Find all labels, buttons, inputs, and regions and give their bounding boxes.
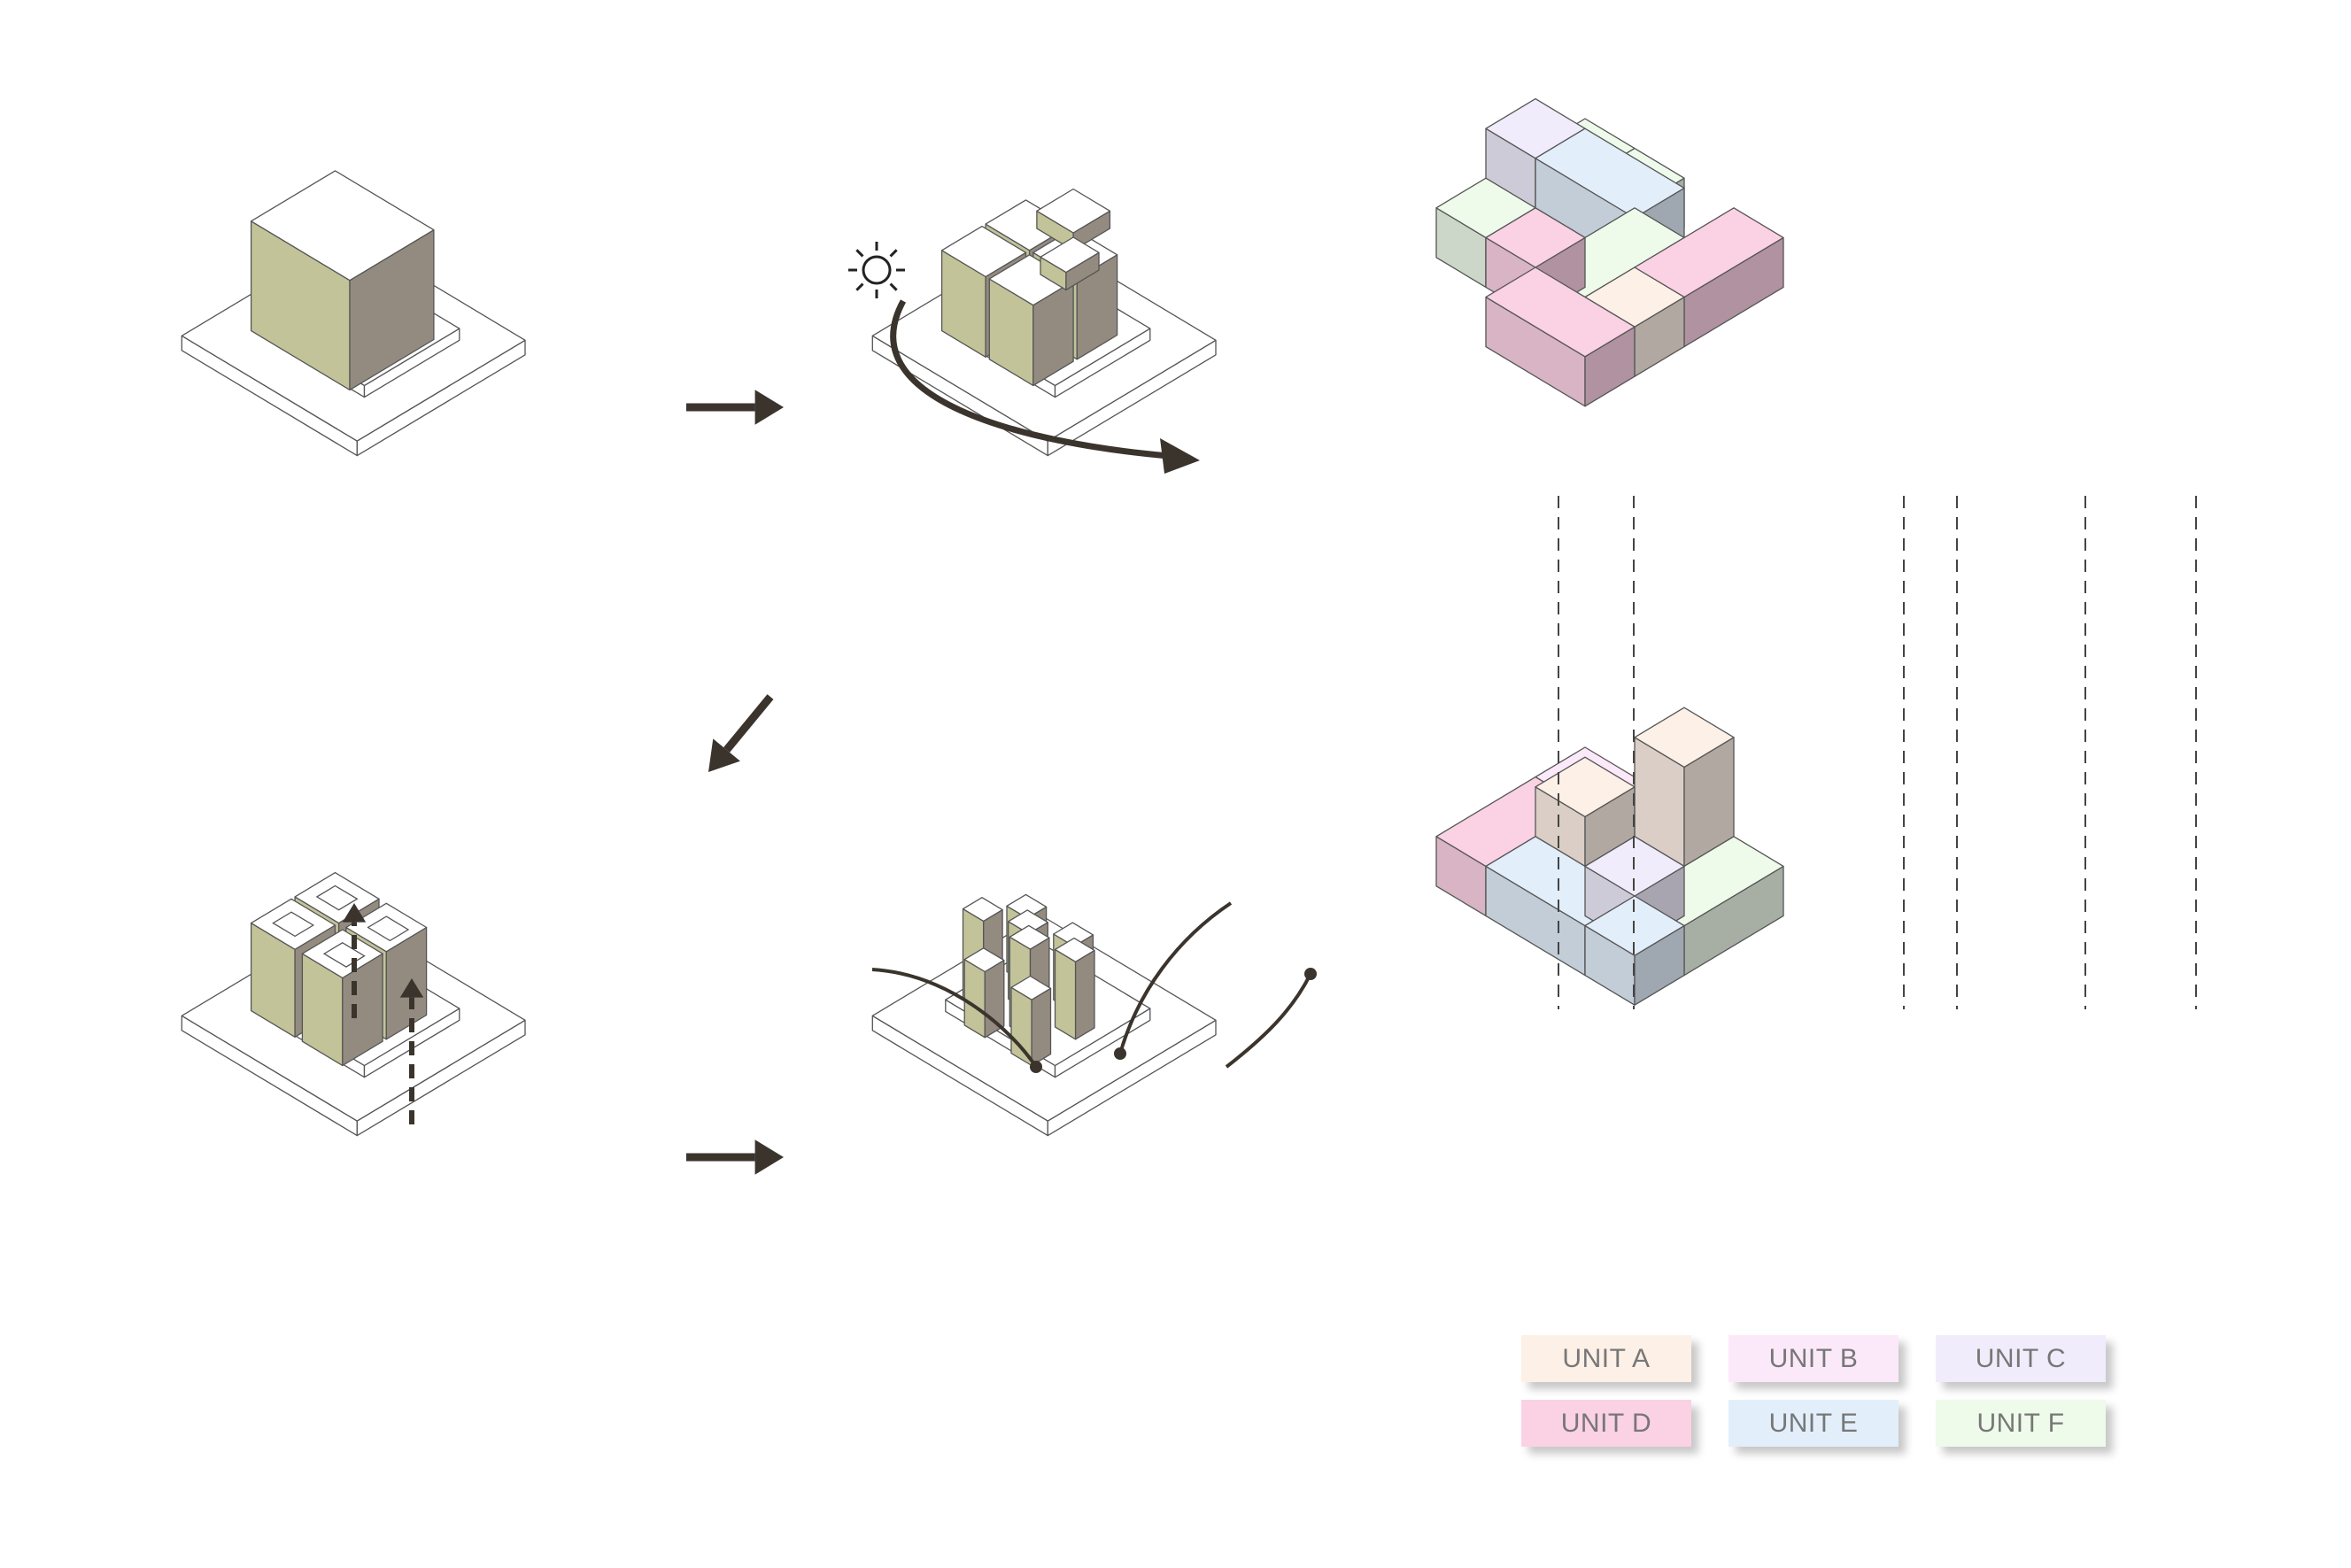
legend-unit-c: UNIT C xyxy=(1936,1335,2106,1382)
sun-path xyxy=(890,299,1170,460)
dashed-up-arrow-icon-head xyxy=(342,903,367,923)
light-well-3 xyxy=(272,911,315,938)
sun-ray xyxy=(889,282,898,291)
mass-block-6-top-face xyxy=(1009,924,1050,950)
arrow-down-left-icon-shaft xyxy=(723,694,774,753)
dashed-up-arrow-icon xyxy=(399,978,424,1124)
mass-block-5-left-face xyxy=(963,959,986,1039)
lower-unit-4-top-face xyxy=(1535,756,1636,818)
sun-ray xyxy=(855,282,864,291)
legend-unit-d: UNIT D xyxy=(1521,1400,1691,1447)
lower-level-units xyxy=(1435,707,1784,1006)
mass-block-7-top-face xyxy=(1054,937,1095,962)
mass-block-8 xyxy=(1010,975,1052,1067)
sun-ray xyxy=(889,249,898,258)
mass-block-1 xyxy=(250,170,435,391)
sun-icon xyxy=(848,242,905,298)
curved-arrow-icon xyxy=(871,968,1042,1073)
legend-unit-f: UNIT F xyxy=(1936,1400,2106,1447)
circulation-path-2 xyxy=(1118,901,1233,1054)
mass-block-2-top-face xyxy=(962,897,1003,923)
mass-block-8-right-face xyxy=(1031,987,1052,1067)
arrow-right-icon-head xyxy=(754,390,784,425)
arrow-down-left-icon xyxy=(708,694,774,772)
circulation-head-3 xyxy=(1304,968,1317,980)
mass-block-7 xyxy=(1054,937,1095,1040)
mass-block-6-top-face xyxy=(1040,236,1100,274)
sun-disc xyxy=(862,255,892,285)
lower-unit-3 xyxy=(1634,707,1735,868)
dashed-up-arrow-icon xyxy=(342,903,367,1018)
unit-legend: UNIT A UNIT B UNIT C UNIT D UNIT E UNIT … xyxy=(1521,1335,2141,1468)
mass-block-7-right-face xyxy=(1074,949,1095,1040)
arrow-down-left-icon-head xyxy=(708,738,740,772)
mass-block-4-top-face xyxy=(1036,188,1111,234)
mass-block-4 xyxy=(301,929,383,1067)
arrow-right-icon xyxy=(686,1139,784,1175)
mass-block-5 xyxy=(963,947,1005,1039)
mass-block-8-top-face xyxy=(1010,975,1052,1000)
mass-block-6 xyxy=(1040,236,1100,291)
mass-block-7-left-face xyxy=(1054,948,1077,1040)
arrow-right-icon xyxy=(686,390,784,425)
upper-unit-9 xyxy=(1485,266,1636,407)
curved-arrow-icon xyxy=(890,299,1200,474)
panel-2 xyxy=(871,188,1217,457)
panel-3 xyxy=(181,871,526,1137)
legend-unit-a: UNIT A xyxy=(1521,1335,1691,1382)
mass-block-2-top-face xyxy=(940,225,1027,278)
panel-1 xyxy=(181,170,526,457)
upper-level-units xyxy=(1435,97,1784,407)
legend-unit-e: UNIT E xyxy=(1728,1400,1899,1447)
sun-path-head xyxy=(1160,438,1200,474)
curved-arrow-icon xyxy=(1114,901,1233,1060)
mass-block-5 xyxy=(988,254,1074,387)
circulation-path-3 xyxy=(1225,973,1312,1069)
mass-block-4 xyxy=(1036,188,1111,251)
lower-unit-4 xyxy=(1535,756,1636,868)
circulation-head-2 xyxy=(1114,1047,1126,1060)
circulation-head-1 xyxy=(1030,1061,1042,1073)
lower-unit-3-top-face xyxy=(1634,707,1735,769)
arrow-right-icon-head xyxy=(754,1139,784,1175)
light-well-1 xyxy=(315,884,359,911)
mass-block-1-top-face xyxy=(250,170,435,282)
upper-unit-9-top-face xyxy=(1485,266,1636,358)
circulation-path-1 xyxy=(871,968,1038,1069)
curved-arrow-icon xyxy=(1225,968,1317,1069)
light-well-2 xyxy=(367,915,410,942)
mass-block-5-top-face xyxy=(963,947,1005,973)
legend-unit-b: UNIT B xyxy=(1728,1335,1899,1382)
panel-4 xyxy=(871,893,1217,1137)
sun-ray xyxy=(855,249,864,258)
dashed-up-arrow-icon-head xyxy=(399,978,424,998)
